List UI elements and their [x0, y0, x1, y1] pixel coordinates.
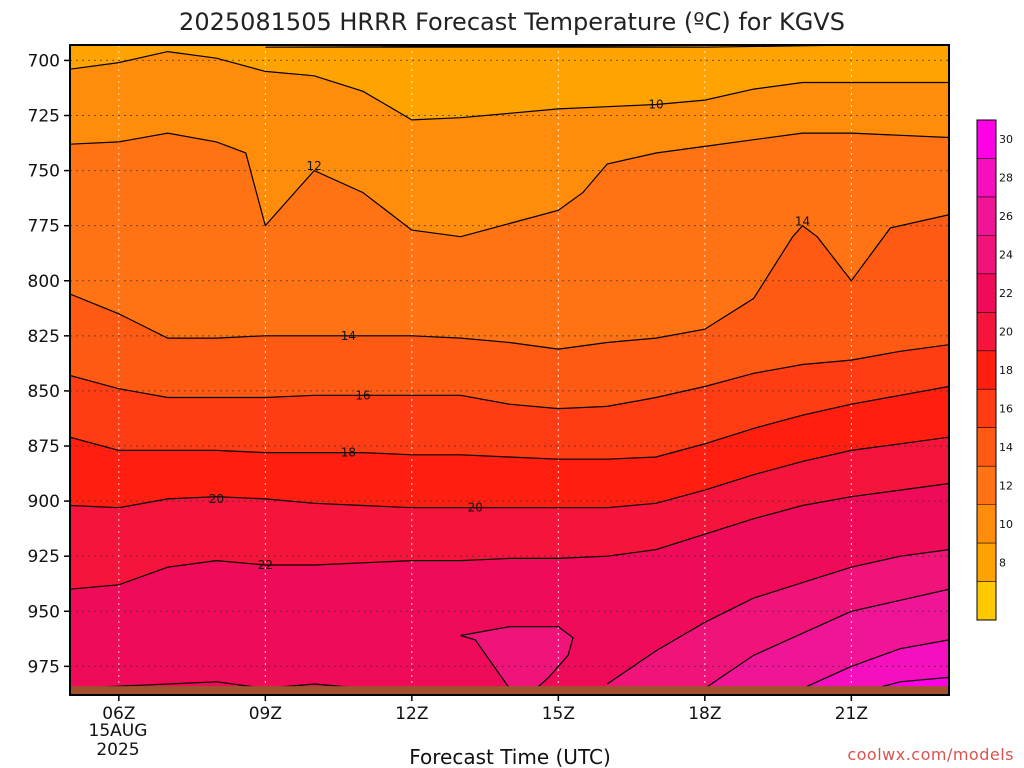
y-tick-label: 925: [28, 547, 60, 567]
contour-label: 10: [648, 97, 663, 111]
gridlines: [70, 45, 949, 695]
contour-line-16: [70, 344, 949, 410]
contour-label: 18: [341, 446, 356, 460]
contour-line-28: [802, 639, 949, 689]
x-tick-label: 21Z: [835, 704, 868, 724]
temperature-fills: [70, 45, 949, 695]
y-tick-label: 975: [28, 657, 60, 677]
x-tick-label: 15Z: [542, 704, 575, 724]
colorbar-label: 18: [999, 364, 1013, 377]
contour-label: 14: [795, 214, 810, 228]
colorbar-label: 8: [999, 556, 1006, 569]
contour-labels: 10 12 14 14 16 18 20 20 22: [209, 97, 810, 572]
y-tick-label: 850: [28, 382, 60, 402]
contour-label: 12: [307, 159, 322, 173]
colorbar-segment: [977, 389, 996, 428]
contour-line-24: [460, 626, 574, 692]
colorbar-label: 10: [999, 518, 1013, 531]
y-tick-label: 725: [28, 107, 60, 127]
contour-line-24: [606, 549, 949, 685]
credit-text: coolwx.com/models: [847, 745, 1014, 764]
contour-line-18: [70, 385, 949, 460]
contour-label: 16: [355, 388, 370, 402]
contour-label: 20: [209, 492, 224, 506]
plot-area: [70, 45, 949, 695]
colorbar-label: 22: [999, 287, 1013, 300]
colorbar-label: 14: [999, 441, 1013, 454]
x-tick-label: 09Z: [249, 704, 282, 724]
contour-line-12: [70, 132, 949, 238]
colorbar-segment: [977, 466, 996, 505]
contour-label: 22: [258, 558, 273, 572]
y-tick-label: 800: [28, 272, 60, 292]
colorbar-label: 16: [999, 402, 1013, 415]
contour-line-14: [70, 214, 949, 350]
y-tick-label: 875: [28, 437, 60, 457]
colorbar-segment: [977, 543, 996, 582]
y-tick-label: 900: [28, 492, 60, 512]
colorbar-frame: [976, 119, 997, 621]
x-tick-label: 12Z: [395, 704, 428, 724]
contour-line-20: [70, 436, 949, 509]
colorbar: 8 10 12 14 16 18 20 22 24 26 28 30: [976, 119, 1013, 621]
x-year-label: 2025: [96, 740, 139, 760]
temperature-band: [460, 626, 573, 691]
colorbar-segment: [977, 312, 996, 351]
x-tick-label: 18Z: [688, 704, 721, 724]
x-date-label: 15AUG: [89, 721, 148, 741]
y-tick-label: 775: [28, 217, 60, 237]
colorbar-label: 30: [999, 133, 1013, 146]
y-tick-label: 825: [28, 327, 60, 347]
colorbar-segment: [977, 158, 996, 197]
colorbar-segment: [977, 120, 996, 159]
y-tick-label: 700: [28, 51, 60, 71]
contour-line-26: [704, 588, 949, 689]
colorbar-label: 20: [999, 326, 1013, 339]
contour-label: 14: [341, 329, 356, 343]
colorbar-segment: [977, 273, 996, 313]
y-tick-label: 750: [28, 162, 60, 182]
colorbar-label: 28: [999, 172, 1013, 185]
colorbar-label: 26: [999, 210, 1013, 223]
colorbar-segment: [977, 350, 996, 390]
y-tick-label: 950: [28, 602, 60, 622]
colorbar-label: 12: [999, 479, 1013, 492]
chart-title: 2025081505 HRRR Forecast Temperature (ºC…: [179, 8, 845, 36]
contour-label: 20: [468, 501, 483, 515]
contour-lines: [70, 45, 949, 695]
x-axis: 06Z 09Z 12Z 15Z 18Z 21Z: [102, 695, 868, 724]
x-tick-label: 06Z: [102, 704, 135, 724]
colorbar-segment: [977, 581, 996, 620]
x-axis-title: Forecast Time (UTC): [409, 745, 611, 768]
colorbar-label: 24: [999, 249, 1013, 262]
ground-surface: [70, 686, 949, 695]
colorbar-segment: [977, 504, 996, 544]
plot-frame: [69, 44, 950, 696]
colorbar-segment: [977, 427, 996, 467]
contour-line-22: [70, 482, 949, 590]
y-axis: 700 725 750 775 800 825 850 875 900 925 950 975: [28, 51, 70, 677]
colorbar-segment: [977, 196, 996, 236]
contour-line-10: [70, 50, 949, 121]
colorbar-segment: [977, 235, 996, 274]
